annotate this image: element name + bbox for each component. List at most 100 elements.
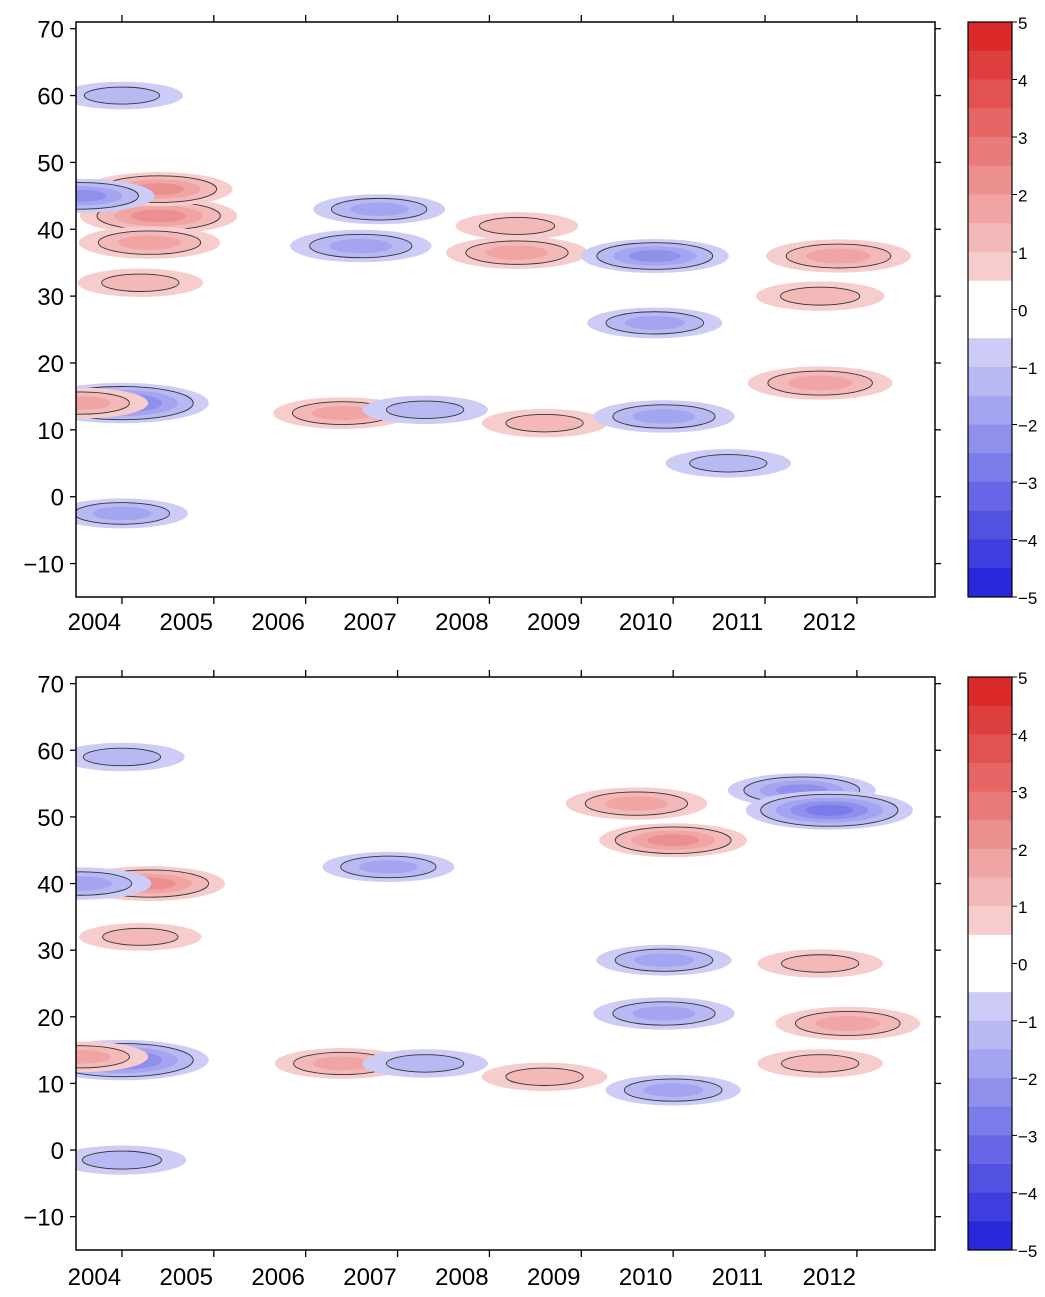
y-tick-label: 20 xyxy=(37,351,64,378)
colorbar-tick-label: −3 xyxy=(1018,474,1037,493)
colorbar-tick-label: 2 xyxy=(1018,841,1027,860)
anomaly-feature xyxy=(745,790,913,830)
x-tick-label: 2005 xyxy=(160,609,213,636)
contour-line xyxy=(689,454,768,473)
contour-band xyxy=(76,1049,111,1064)
colorbar-segment xyxy=(968,165,1012,195)
anomaly-feature xyxy=(76,387,149,419)
anomaly-feature xyxy=(76,498,188,529)
colorbar-segment xyxy=(968,280,1012,310)
contour-line xyxy=(76,1045,130,1069)
anomaly-feature xyxy=(757,949,883,978)
contour-band xyxy=(806,248,871,264)
contour-band xyxy=(505,414,584,432)
anomaly-feature xyxy=(593,400,735,433)
contour-line xyxy=(81,1150,163,1170)
colorbar-segment xyxy=(968,906,1012,936)
anomaly-feature xyxy=(362,395,488,424)
contour-band xyxy=(349,202,409,216)
colorbar-tick-label: 5 xyxy=(1018,14,1027,33)
anomaly-feature xyxy=(755,281,885,311)
colorbar-segment xyxy=(968,877,1012,907)
contour-band xyxy=(83,748,161,766)
colorbar-segment xyxy=(968,510,1012,540)
contour-line xyxy=(781,1054,860,1073)
contour-band xyxy=(76,396,111,410)
anomaly-feature xyxy=(766,239,911,273)
y-tick-label: 70 xyxy=(37,672,64,699)
y-tick-label: 40 xyxy=(37,217,64,244)
y-tick-label: −10 xyxy=(23,552,64,579)
x-tick-label: 2007 xyxy=(343,1264,396,1291)
anomaly-feature xyxy=(587,307,723,339)
anomaly-feature xyxy=(605,1074,741,1106)
colorbar-tick-label: 5 xyxy=(1018,669,1027,688)
y-tick-label: 50 xyxy=(37,805,64,832)
colorbar-tick-label: −2 xyxy=(1018,417,1037,436)
colorbar-segment xyxy=(968,1078,1012,1108)
y-tick-label: 60 xyxy=(37,738,64,765)
contour-line xyxy=(760,793,899,827)
anomaly-feature xyxy=(446,236,588,269)
anomaly-feature xyxy=(76,1145,187,1175)
anomaly-field xyxy=(76,742,921,1175)
contour-line xyxy=(309,233,413,259)
contour-line xyxy=(76,182,139,210)
contour-band xyxy=(632,409,696,424)
colorbar-segment xyxy=(968,252,1012,282)
anomaly-feature xyxy=(76,81,184,110)
contour-line xyxy=(386,1054,465,1073)
colorbar-tick-label: −2 xyxy=(1018,1070,1037,1089)
anomaly-feature xyxy=(76,1041,149,1073)
contour-band xyxy=(311,406,374,421)
anomaly-feature xyxy=(596,944,732,976)
x-tick-label: 2008 xyxy=(435,609,488,636)
y-tick-label: 0 xyxy=(51,1138,64,1165)
y-tick-label: 60 xyxy=(37,84,64,111)
colorbar-segment xyxy=(968,568,1012,598)
contour-line xyxy=(82,747,162,767)
contour-line xyxy=(785,243,892,269)
colorbar-tick-label: 0 xyxy=(1018,302,1027,321)
contour-band xyxy=(386,401,464,419)
anomaly-feature xyxy=(362,1049,488,1078)
anomaly-feature xyxy=(599,823,748,858)
contour-line xyxy=(614,826,732,854)
plot-frame xyxy=(75,676,936,1251)
colorbar-segment xyxy=(968,22,1012,52)
x-tick-label: 2006 xyxy=(251,609,304,636)
colorbar-segment xyxy=(968,762,1012,793)
colorbar-segment xyxy=(968,137,1012,167)
y-tick-label: 20 xyxy=(37,1005,64,1032)
anomaly-feature xyxy=(79,923,202,951)
x-tick-label: 2011 xyxy=(712,1264,764,1291)
contour-band xyxy=(780,287,860,306)
contour-line xyxy=(76,391,130,415)
colorbar-segment xyxy=(968,705,1012,735)
contour-line xyxy=(794,1011,901,1036)
x-tick-label: 2004 xyxy=(68,1264,121,1291)
colorbar-tick-label: 2 xyxy=(1018,187,1027,206)
y-tick-label: 70 xyxy=(37,17,64,44)
anomaly-feature xyxy=(78,226,221,259)
anomaly-feature xyxy=(565,787,708,820)
colorbar-segment xyxy=(968,1106,1012,1136)
contour-line xyxy=(505,1067,584,1086)
colorbar-segment xyxy=(968,194,1012,224)
colorbar-segment xyxy=(968,1049,1012,1079)
contour-band xyxy=(131,209,187,223)
colorbar-tick-label: 1 xyxy=(1018,244,1027,263)
contour-band xyxy=(359,860,418,874)
contour-band xyxy=(329,238,393,254)
colorbar-segment xyxy=(968,963,1012,993)
anomaly-feature xyxy=(481,408,608,438)
colorbar-segment xyxy=(968,50,1012,80)
anomaly-feature xyxy=(665,449,792,478)
contour-band xyxy=(118,235,181,250)
contour-band xyxy=(633,953,695,968)
contour-line xyxy=(102,927,179,946)
colorbar-segment xyxy=(968,992,1012,1022)
colorbar-segment xyxy=(968,482,1012,512)
colorbar-segment xyxy=(968,424,1012,454)
